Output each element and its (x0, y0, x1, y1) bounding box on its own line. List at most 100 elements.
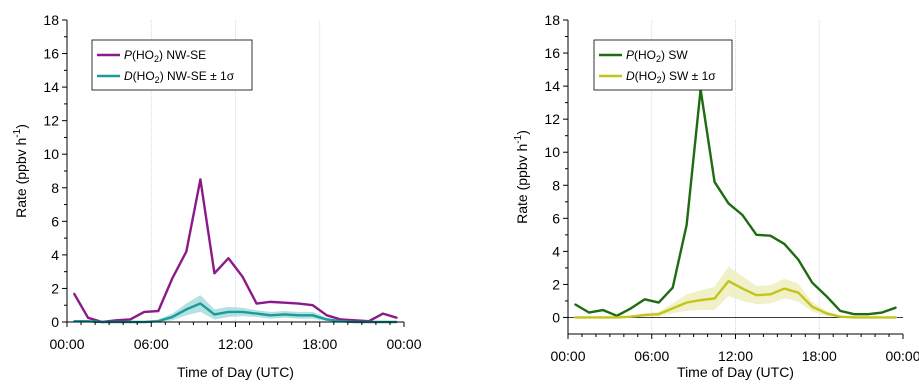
series-2-point (811, 305, 814, 308)
series-1-point (241, 275, 244, 278)
series-1-point (213, 272, 216, 275)
series-2-point (853, 316, 855, 319)
legend-label-suffix: ) NW-SE ± 1σ (160, 69, 235, 83)
legend-label-text: (HO (634, 48, 656, 62)
legend-label-text: (HO (635, 69, 657, 83)
y-tick-label: 18 (544, 12, 560, 28)
y-axis-label-text: Rate (ppbv h (13, 138, 29, 218)
series-2-point (241, 311, 244, 313)
y-tick-label: 4 (51, 247, 59, 263)
y-tick-label: 16 (43, 46, 59, 62)
series-2-point (325, 318, 328, 321)
series-1-point (895, 306, 897, 309)
series-2-point (727, 280, 730, 282)
x-tick-label: 00:00 (885, 348, 919, 364)
series-2-point (199, 302, 202, 305)
y-axis-label-superscript: -1 (513, 134, 524, 143)
series-1-point (671, 286, 674, 289)
y-tick-label: 10 (544, 144, 560, 160)
x-tick-label: 12:00 (718, 348, 753, 364)
x-tick-label: 06:00 (634, 348, 669, 364)
series-1-point (783, 243, 786, 245)
series-1-point (227, 257, 230, 260)
series-1-point (657, 301, 660, 304)
series-2-point (671, 307, 674, 310)
series-2-point (255, 312, 258, 315)
legend-label-text: (HO (132, 48, 154, 62)
series-2-point (783, 287, 786, 290)
y-axis-label: Rate (ppbv h-1) (12, 124, 29, 218)
series-2-point (227, 311, 230, 313)
series-2-point (685, 301, 688, 304)
series-2-sigma-band (74, 295, 397, 322)
x-axis-label: Time of Day (UTC) (677, 364, 794, 380)
legend-label-subscript: 2 (154, 54, 159, 64)
series-1-point (574, 303, 576, 306)
series-1-point (129, 318, 131, 321)
series-1-point (839, 310, 841, 312)
y-axis-label-close: ) (13, 124, 29, 129)
series-1-point (881, 311, 883, 314)
chart-panel-2: 0 2 4 6 8 10 12 14 16 18 00:00 06:00 12:00 18:00 00:00… (513, 12, 919, 380)
series-2-point (311, 314, 314, 317)
x-tick-label: 12:00 (218, 336, 253, 352)
y-tick-label: 16 (544, 45, 560, 61)
x-tick-label: 18:00 (802, 348, 837, 364)
series-1-point (853, 313, 855, 315)
legend-box (91, 39, 253, 91)
legend-label-suffix: ) SW (661, 48, 688, 62)
x-tick-label: 18:00 (302, 336, 337, 352)
y-tick-label: 12 (43, 113, 59, 129)
legend-label-2: D(HO2) SW ± 1σ (626, 69, 716, 85)
series-1-point (87, 317, 89, 319)
series-1-point (797, 258, 800, 261)
series-2-point (699, 299, 702, 301)
series-2-point (741, 287, 744, 290)
series-1-point (588, 311, 590, 314)
legend-label-italic: D (626, 69, 635, 83)
series-1-point (685, 224, 688, 226)
legend: P(HO2) NW-SED(HO2) NW-SE ± 1σ (91, 39, 253, 91)
legend-label-italic: D (124, 69, 133, 83)
series-1-line (72, 178, 398, 324)
series-2-point (643, 314, 646, 316)
x-tick-label: 06:00 (134, 336, 169, 352)
y-axis-label-text: Rate (ppbv h (514, 144, 530, 224)
series-1-point (727, 202, 730, 205)
legend-label-subscript: 2 (656, 54, 661, 64)
series-2-point (867, 316, 869, 319)
y-tick-label: 4 (552, 243, 560, 259)
series-2-line (574, 279, 897, 319)
y-tick-label: 0 (552, 309, 560, 325)
series-2-point (213, 313, 216, 316)
series-1-point (115, 319, 117, 322)
series-2-point (825, 312, 828, 315)
legend-label-1: P(HO2) SW (626, 48, 688, 64)
y-tick-label: 12 (544, 111, 560, 127)
series-1-point (157, 310, 160, 312)
series-2-point (895, 316, 897, 319)
y-tick-label: 10 (43, 146, 59, 162)
series-1-point (269, 301, 272, 303)
series-1-point (396, 317, 398, 319)
legend-label-suffix: ) SW ± 1σ (662, 69, 717, 83)
series-2-point (839, 315, 841, 318)
chart-panel-1: 0 2 4 6 8 10 12 14 16 18 00:00 06:00 12:00 18:00 00:00… (12, 12, 422, 380)
y-tick-label: 8 (552, 177, 560, 193)
series-1-point (255, 302, 258, 305)
series-1-point (630, 307, 632, 310)
series-1-point (171, 277, 174, 280)
series-2-point (657, 313, 660, 315)
series-1-point (354, 319, 356, 322)
series-2-point (574, 316, 576, 319)
x-tick-label: 00:00 (386, 336, 421, 352)
series-2-point (713, 297, 716, 300)
x-tick-label: 00:00 (49, 336, 84, 352)
series-2-point (602, 316, 604, 319)
series-1-point (199, 178, 202, 181)
series-1-point (741, 214, 744, 216)
series-1-point (311, 304, 314, 307)
series-1-point (283, 301, 286, 304)
series-2-point (297, 314, 300, 317)
